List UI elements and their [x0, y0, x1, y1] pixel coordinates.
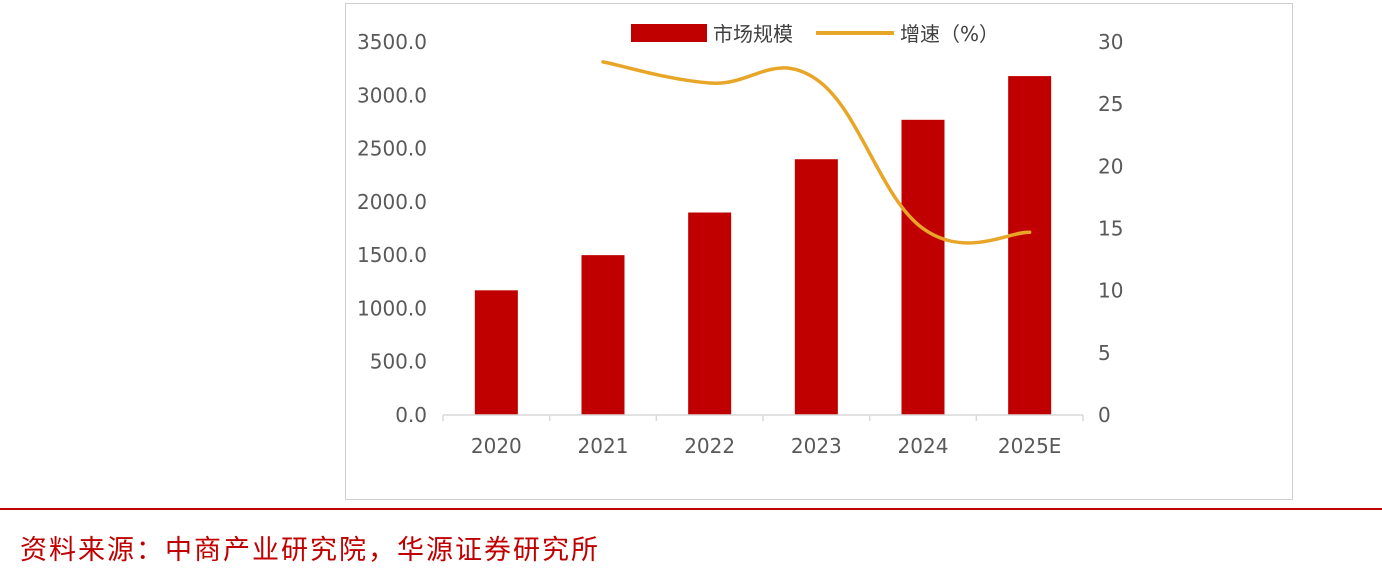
y-right-tick-label: 30 — [1098, 30, 1123, 54]
x-tick-label: 2021 — [578, 434, 629, 458]
y-right-tick-label: 0 — [1098, 403, 1111, 427]
y-right-tick-label: 10 — [1098, 279, 1123, 303]
y-left-tick-label: 500.0 — [370, 350, 427, 374]
y-right-tick-label: 15 — [1098, 217, 1123, 241]
bar-2024 — [901, 119, 945, 415]
x-tick-label: 2024 — [898, 434, 949, 458]
x-tick-label: 2020 — [471, 434, 522, 458]
legend-label-growth: 增速（%） — [900, 22, 999, 46]
source-divider — [0, 508, 1382, 510]
x-tick-label: 2022 — [684, 434, 735, 458]
bar-2023 — [794, 159, 838, 415]
chart-svg: 2020 2021 2022 2023 2024 2025E 0.0 500.0 1000.0 1… — [357, 22, 1123, 458]
x-tick-label: 2025E — [998, 434, 1062, 458]
y-left-tick-label: 1500.0 — [357, 243, 427, 267]
legend-swatch-bar — [631, 24, 707, 42]
y-left-tick-label: 0.0 — [395, 403, 427, 427]
y-right-tick-label: 5 — [1098, 341, 1111, 365]
y-left-tick-label: 2500.0 — [357, 137, 427, 161]
y-right-tick-label: 20 — [1098, 154, 1123, 178]
y-left-tick-label: 2000.0 — [357, 190, 427, 214]
legend-label-market-size: 市场规模 — [713, 22, 793, 46]
y-left-tick-label: 3000.0 — [357, 83, 427, 107]
bar-2025E — [1008, 76, 1052, 416]
y-left-tick-label: 1000.0 — [357, 296, 427, 320]
y-left-tick-label: 3500.0 — [357, 30, 427, 54]
chart-frame: 2020 2021 2022 2023 2024 2025E 0.0 500.0 1000.0 1… — [345, 3, 1293, 500]
bar-2021 — [581, 255, 625, 415]
x-tick-label: 2023 — [791, 434, 842, 458]
source-note: 资料来源：中商产业研究院，华源证券研究所 — [20, 535, 600, 566]
bar-2022 — [688, 212, 732, 415]
bar-2020 — [474, 290, 518, 415]
growth-line — [601, 60, 1032, 245]
y-right-tick-label: 25 — [1098, 92, 1123, 116]
